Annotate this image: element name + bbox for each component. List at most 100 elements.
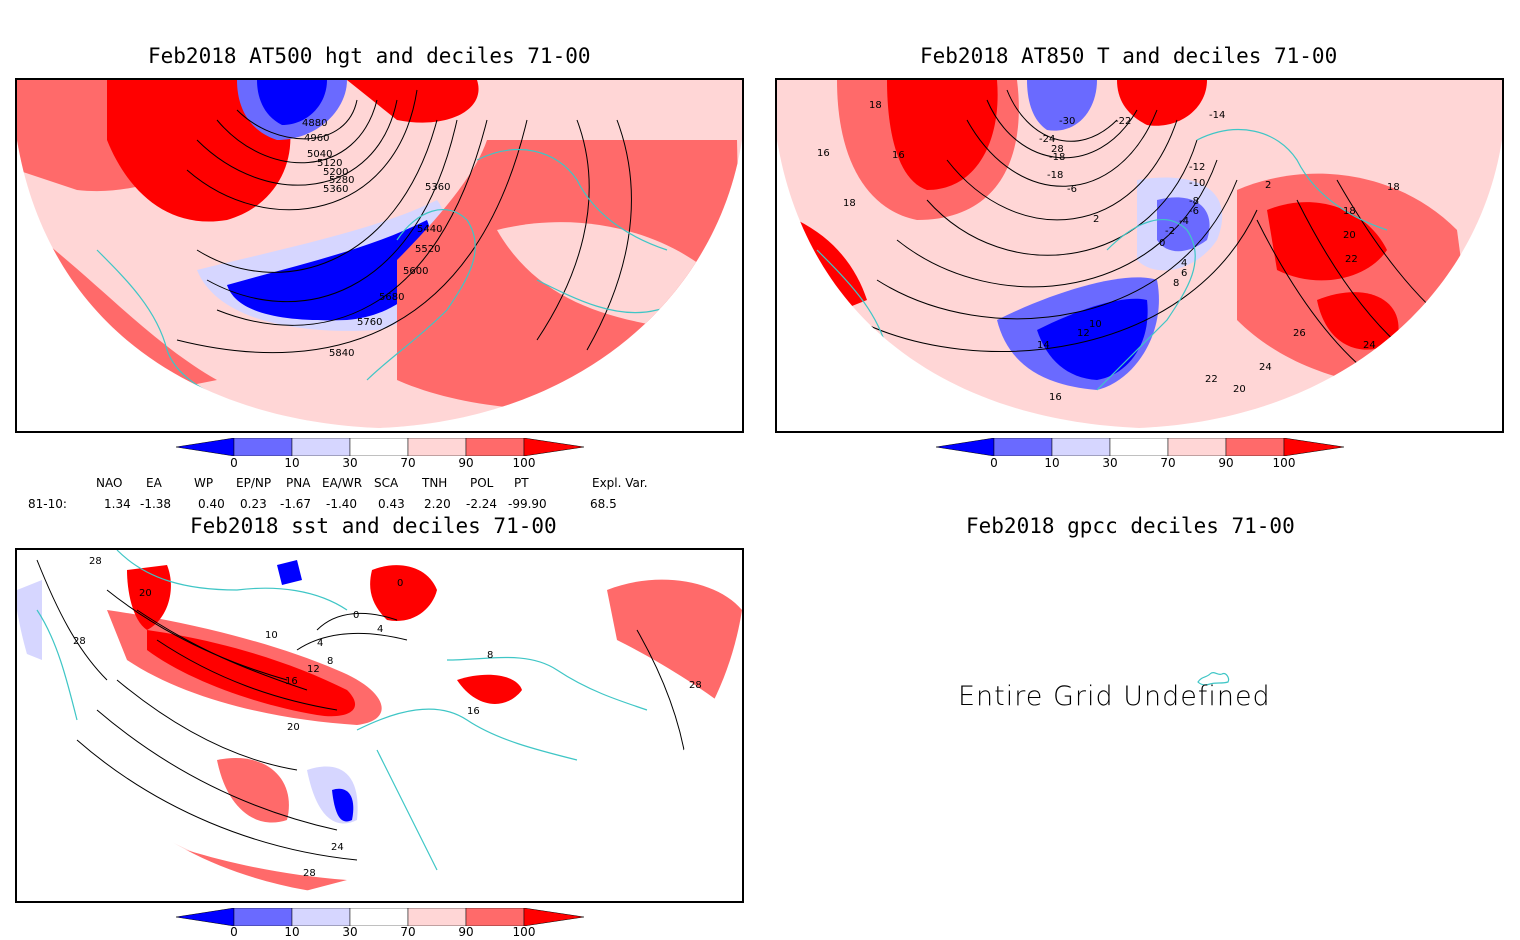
sst-contour-labels: 28 20 28 10 0 4 8 12 16 20 24 28 0 4 8 1… <box>73 556 702 879</box>
temp-shade-red-pole <box>1117 80 1207 126</box>
contour-label: -8 <box>1189 196 1199 207</box>
index-header: EA <box>146 476 162 490</box>
colorbar-1-label: 30 <box>342 456 358 470</box>
contour-label: 4 <box>1181 258 1187 269</box>
hgt-shade-red-low <box>107 80 291 222</box>
sst-shade-red-mid <box>217 758 289 823</box>
colorbar-2-swatch-4 <box>1167 437 1227 457</box>
contour-label: 5360 <box>323 184 348 195</box>
contour-label: 8 <box>1173 278 1179 289</box>
sst-shade-red-med <box>457 674 522 704</box>
temp-shade-red-se <box>1317 292 1399 350</box>
contour-label: 28 <box>689 680 702 691</box>
contour-label: -30 <box>1059 116 1075 127</box>
colorbar-3-label: 30 <box>342 925 358 939</box>
index-header: EP/NP <box>236 476 272 490</box>
contour-label: -6 <box>1067 184 1077 195</box>
undefined-grid-message: Entire Grid Undefined <box>958 681 1271 712</box>
temp-shade-red-asia <box>1267 202 1387 281</box>
index-header: NAO <box>96 476 123 490</box>
colorbar-1-swatch-3 <box>349 437 409 457</box>
panel-1-map: 4880 4960 5040 5120 5200 5280 5360 5360 … <box>15 78 744 433</box>
contour-label: 10 <box>265 630 278 641</box>
contour-label: 5040 <box>307 149 332 160</box>
contour-label: 5120 <box>317 158 342 169</box>
index-value: -1.40 <box>326 497 358 511</box>
contour-label: 24 <box>1259 362 1272 373</box>
index-value: -1.38 <box>140 497 172 511</box>
colorbar-3-swatch-1 <box>233 907 293 927</box>
index-value: 2.20 <box>424 497 451 511</box>
contour-label: 22 <box>1345 254 1358 265</box>
index-value: 0.43 <box>378 497 405 511</box>
contour-label: 5600 <box>403 266 428 277</box>
colorbar-1-swatch-4 <box>407 437 467 457</box>
panel-1-title: Feb2018 AT500 hgt and deciles 71-00 <box>148 44 591 68</box>
temp-shade-red-west <box>887 80 998 190</box>
index-header: SCA <box>374 476 399 490</box>
colorbar-1-swatch-1 <box>233 437 293 457</box>
temp-contour-labels: 18 16 16 18 -30 -22 -18 -14 -12 -10 -8 -… <box>817 100 1400 403</box>
colorbar-1-svg <box>175 437 585 457</box>
contour-label: 12 <box>1077 328 1090 339</box>
contour-label: 0 <box>353 610 359 621</box>
contour-label: 28 <box>73 636 86 647</box>
contour-label: -10 <box>1189 178 1205 189</box>
hgt-contours <box>176 89 632 354</box>
temp-shade-blue-pole <box>1027 80 1097 131</box>
island-outline <box>1197 671 1230 686</box>
contour-label: 24 <box>1363 340 1376 351</box>
contour-label: -14 <box>1209 110 1225 121</box>
index-value: -99.90 <box>508 497 547 511</box>
hgt-map-svg: 4880 4960 5040 5120 5200 5280 5360 5360 … <box>17 80 742 428</box>
colorbar-1-label: 100 <box>512 456 536 470</box>
contour-label: 5680 <box>379 292 404 303</box>
contour-label: 16 <box>817 148 830 159</box>
colorbar-2-swatch-3 <box>1109 437 1169 457</box>
colorbar-3-label: 70 <box>400 925 416 939</box>
colorbar-3-swatch-0 <box>175 907 235 927</box>
colorbar-3-swatch-6 <box>523 907 585 927</box>
colorbar-2-label: 90 <box>1218 456 1234 470</box>
panel-3-title: Feb2018 sst and deciles 71-00 <box>190 514 557 538</box>
contour-label: -18 <box>1049 152 1065 163</box>
sst-shade-deep-red-atlantic <box>147 630 356 717</box>
contour-label: 0 <box>397 578 403 589</box>
colorbar-3-label: 0 <box>230 925 238 939</box>
index-header: PT <box>514 476 529 490</box>
contour-label: -18 <box>1047 170 1063 181</box>
colorbar-3-swatch-4 <box>407 907 467 927</box>
contour-label: -6 <box>1189 206 1199 217</box>
temp-contours <box>856 89 1458 381</box>
contour-label: 12 <box>307 664 320 675</box>
panel-3-map: 28 20 28 10 0 4 8 12 16 20 24 28 0 4 8 1… <box>15 548 744 903</box>
contour-label: 16 <box>892 150 905 161</box>
colorbar-3-swatch-5 <box>465 907 525 927</box>
contour-label: 14 <box>1037 340 1050 351</box>
colorbar-3-label: 10 <box>284 925 300 939</box>
contour-label: 8 <box>487 650 493 661</box>
colorbar-2-label: 100 <box>1272 456 1296 470</box>
contour-label: 20 <box>139 588 152 599</box>
contour-label: 18 <box>1343 206 1356 217</box>
contour-label: 2 <box>1265 180 1271 191</box>
contour-label: 8 <box>327 656 333 667</box>
index-header: Expl. Var. <box>592 476 648 490</box>
contour-label: 20 <box>287 722 300 733</box>
index-value: -2.24 <box>466 497 498 511</box>
colorbar-1-swatch-2 <box>291 437 351 457</box>
sst-shade-blue-north <box>277 560 302 585</box>
sst-shade-red-arctic <box>370 565 437 621</box>
colorbar-panel-2: 0 10 30 70 90 100 <box>935 437 1346 474</box>
index-value: -1.67 <box>280 497 312 511</box>
index-header: POL <box>470 476 494 490</box>
contour-label: 5760 <box>357 317 382 328</box>
index-header: WP <box>194 476 214 490</box>
colorbar-1-label: 90 <box>458 456 474 470</box>
contour-label: 5840 <box>329 348 354 359</box>
panel-2-map: 18 16 16 18 -30 -22 -18 -14 -12 -10 -8 -… <box>775 78 1504 433</box>
index-value: 0.40 <box>198 497 225 511</box>
colorbar-2-label: 10 <box>1044 456 1060 470</box>
contour-label: 5200 <box>323 167 348 178</box>
colorbar-3-svg <box>175 907 585 927</box>
